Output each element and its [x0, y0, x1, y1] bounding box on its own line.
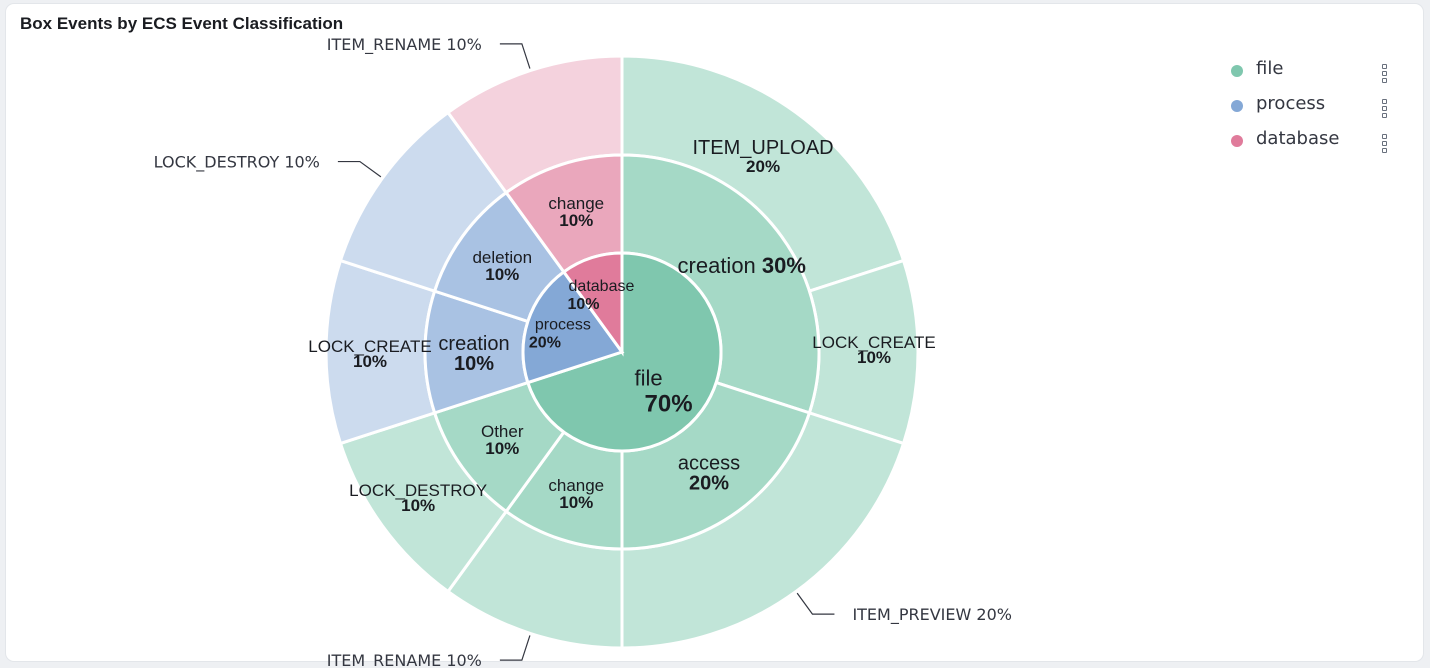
- leader-line-process-lock-destroy: [337, 160, 382, 178]
- legend-item-process[interactable]: process: [1226, 91, 1396, 126]
- value-process-deletion: 10%: [485, 265, 519, 284]
- label-process-process: process: [535, 316, 591, 333]
- legend-label-database: database: [1256, 128, 1340, 149]
- label-file-creation: creation 30%: [678, 253, 806, 278]
- arcs: [324, 54, 920, 650]
- label-file-file: file: [634, 365, 662, 390]
- label-file-lock-destroy: LOCK_DESTROY: [349, 481, 487, 500]
- sunburst-arc-file-file-l0[interactable]: [525, 251, 723, 453]
- legend-label-process: process: [1256, 93, 1326, 114]
- legend-dot-database: [1231, 135, 1243, 147]
- outer-label-process-lock-destroy: LOCK_DESTROY 10%: [154, 153, 320, 173]
- outer-label-file-item-rename: ITEM_RENAME 10%: [327, 651, 482, 668]
- label-database-change: change: [548, 194, 604, 213]
- outer-label-file-item-preview: ITEM_PREVIEW 20%: [852, 605, 1012, 625]
- label-file-item-upload: ITEM_UPLOAD: [692, 137, 833, 159]
- leader-line-file-item-rename: [499, 635, 531, 661]
- legend-item-database[interactable]: database: [1226, 126, 1396, 161]
- label-file-lock-create: LOCK_CREATE: [812, 333, 935, 352]
- panel-title: Box Events by ECS Event Classification: [20, 14, 344, 33]
- value-file-lock-destroy: 10%: [401, 496, 435, 515]
- outer-label-database-item-rename: ITEM_RENAME 10%: [327, 35, 482, 55]
- legend-dot-process: [1231, 100, 1243, 112]
- label-process-lock-create: LOCK_CREATE: [308, 337, 431, 356]
- sunburst-arc-process-process-l0[interactable]: [521, 269, 625, 385]
- value-process-lock-create: 10%: [353, 352, 387, 371]
- label-file-other: Other: [481, 422, 524, 441]
- legend-actions-icon[interactable]: [1382, 99, 1388, 118]
- value-process-creation: 10%: [454, 353, 494, 375]
- value-file-item-upload: 20%: [746, 157, 780, 176]
- legend: file process database: [1226, 56, 1396, 161]
- legend-label-file: file: [1256, 58, 1284, 79]
- value-database-change: 10%: [559, 211, 593, 230]
- label-database-database: database: [569, 278, 635, 295]
- sunburst-arc-database-database-l0[interactable]: [561, 251, 624, 357]
- legend-dot-file: [1231, 65, 1243, 77]
- label-file-change: change: [548, 476, 604, 495]
- value-file-lock-create: 10%: [857, 348, 891, 367]
- value-file-other: 10%: [485, 439, 519, 458]
- value-file-file: 70%: [645, 390, 693, 417]
- legend-item-file[interactable]: file: [1226, 56, 1396, 91]
- label-file-access: access: [678, 453, 740, 475]
- value-process-process: 20%: [529, 334, 561, 351]
- value-database-database: 10%: [567, 296, 599, 313]
- value-file-access: 20%: [689, 473, 729, 495]
- legend-actions-icon[interactable]: [1382, 134, 1388, 153]
- leader-line-database-item-rename: [499, 43, 531, 69]
- label-process-deletion: deletion: [472, 248, 532, 267]
- legend-actions-icon[interactable]: [1382, 64, 1388, 83]
- value-file-change: 10%: [559, 493, 593, 512]
- label-process-creation: creation: [438, 333, 509, 355]
- leader-line-file-item-preview: [796, 592, 835, 615]
